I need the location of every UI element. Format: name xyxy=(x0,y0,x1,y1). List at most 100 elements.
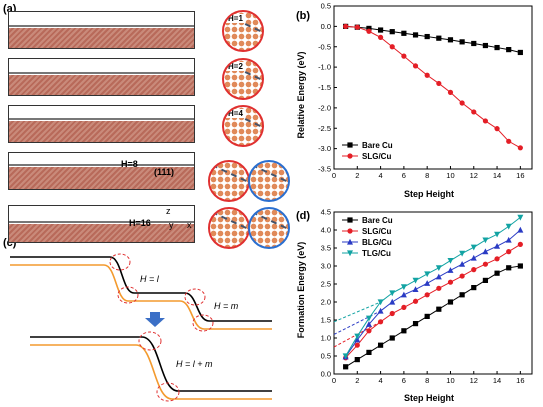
data-point xyxy=(389,335,395,341)
x-tick-label: 6 xyxy=(402,376,406,385)
legend-label: Bare Cu xyxy=(362,141,393,150)
data-point xyxy=(447,267,454,273)
data-point xyxy=(412,277,419,284)
graphene-trace xyxy=(251,164,287,182)
copper-slab xyxy=(9,224,194,242)
x-tick-label: 4 xyxy=(379,171,383,180)
legend-marker xyxy=(347,228,353,234)
data-point xyxy=(389,290,396,297)
dash-circle xyxy=(138,331,162,351)
data-point xyxy=(389,29,395,35)
data-point xyxy=(459,39,465,45)
legend-label: BLG/Cu xyxy=(362,238,392,247)
data-point xyxy=(354,24,360,30)
data-point xyxy=(447,37,454,43)
extrapolation-line xyxy=(333,301,381,323)
y-tick-label: 4.0 xyxy=(321,226,331,235)
data-point xyxy=(365,321,372,327)
x-tick-label: 10 xyxy=(446,171,454,180)
data-point xyxy=(459,261,466,267)
data-point xyxy=(412,321,419,327)
legend: Bare Cu SLG/Cu xyxy=(342,141,393,161)
snapshot-h2 xyxy=(8,58,195,96)
series-slg-cu xyxy=(343,23,523,151)
zoom-h8-blue xyxy=(248,160,290,202)
data-point xyxy=(424,292,430,298)
legend-label: TLG/Cu xyxy=(362,249,391,258)
y-tick-label: 2.5 xyxy=(321,280,331,289)
series-line xyxy=(345,229,521,358)
zoom-h8-red xyxy=(208,160,250,202)
data-point xyxy=(517,226,524,233)
zoom-h2: H=2 xyxy=(222,58,264,100)
x-axis-label: Step Height xyxy=(404,189,454,199)
zoom-label: H=4 xyxy=(226,109,245,118)
label-h-m: H = m xyxy=(214,301,239,311)
data-point xyxy=(459,273,465,279)
data-point xyxy=(436,35,442,41)
step-height-label: H=16 xyxy=(129,218,151,228)
zoom-h1: H=1 xyxy=(222,10,264,52)
data-point xyxy=(459,292,465,298)
y-tick-label: 0.0 xyxy=(321,22,331,31)
series-slg-cu xyxy=(343,241,523,361)
data-point xyxy=(517,49,523,56)
y-tick-label: -2.5 xyxy=(318,124,331,133)
x-tick-label: 8 xyxy=(425,376,429,385)
data-point xyxy=(517,214,524,221)
series-line xyxy=(345,25,521,149)
data-point xyxy=(494,270,500,276)
step-height-label: H=8 xyxy=(121,159,138,169)
graphene-trace xyxy=(211,211,247,229)
data-point xyxy=(447,258,454,264)
legend-label: Bare Cu xyxy=(362,216,393,225)
data-point xyxy=(482,118,489,124)
copper-slab xyxy=(9,75,194,95)
data-point xyxy=(412,286,419,292)
snapshot-h8: H=8 (111) xyxy=(8,152,195,190)
data-point xyxy=(470,254,477,261)
y-tick-label: -0.5 xyxy=(318,42,331,51)
x-tick-label: 0 xyxy=(332,171,336,180)
data-point xyxy=(424,271,431,278)
data-point xyxy=(389,44,395,50)
axis-label-y: y xyxy=(169,220,174,230)
lower-orange-curve xyxy=(30,344,272,400)
graphene-layer xyxy=(9,72,194,74)
data-point xyxy=(424,72,430,78)
data-point xyxy=(366,28,372,34)
data-point xyxy=(377,299,384,306)
data-point xyxy=(482,237,489,244)
data-point xyxy=(494,44,500,51)
data-point xyxy=(447,299,454,305)
y-axis-label: Formation Energy (eV) xyxy=(296,242,306,339)
data-point xyxy=(401,30,407,36)
down-arrow xyxy=(145,312,165,327)
data-point xyxy=(377,34,384,40)
data-point xyxy=(447,89,454,95)
data-point xyxy=(494,256,500,262)
data-point xyxy=(436,285,442,291)
data-point xyxy=(506,47,512,53)
x-tick-label: 2 xyxy=(355,171,359,180)
data-point xyxy=(459,250,466,257)
copper-slab xyxy=(9,121,194,142)
zoom-h16-blue xyxy=(248,207,290,249)
graphene-layer xyxy=(9,118,194,120)
dash-circle xyxy=(184,288,206,306)
data-point xyxy=(354,336,361,343)
data-point xyxy=(412,63,419,69)
data-point xyxy=(506,265,512,271)
data-point xyxy=(436,306,442,312)
x-tick-label: 12 xyxy=(470,171,478,180)
data-point xyxy=(389,310,395,317)
data-point xyxy=(377,27,384,33)
y-tick-label: -3.5 xyxy=(318,165,331,174)
y-tick-label: -3.0 xyxy=(318,144,331,153)
legend: Bare Cu SLG/Cu BLG/Cu TLG/Cu xyxy=(342,216,393,258)
data-point xyxy=(494,231,501,238)
panel-label-d: (d) xyxy=(296,210,311,222)
y-tick-label: -1.5 xyxy=(318,83,331,92)
dash-circle xyxy=(156,382,180,402)
data-point xyxy=(517,145,523,151)
